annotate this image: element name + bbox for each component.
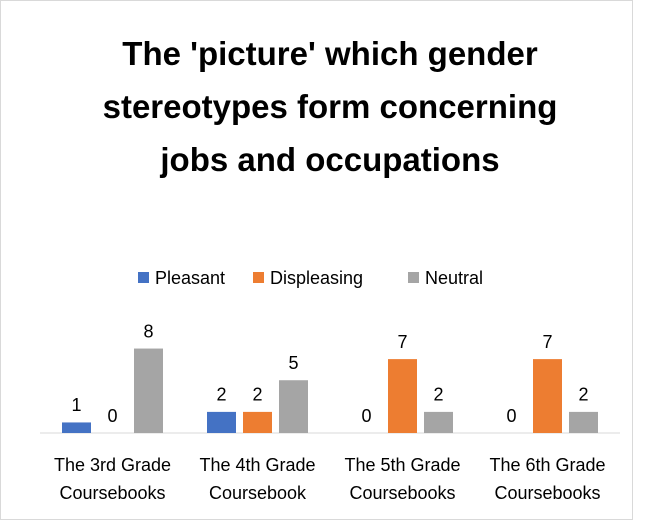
legend-swatch — [138, 272, 149, 283]
bar — [569, 411, 598, 433]
data-label: 0 — [361, 406, 371, 426]
legend-swatch — [408, 272, 419, 283]
bar — [424, 411, 453, 433]
legend-label: Pleasant — [155, 268, 225, 288]
data-label: 5 — [288, 353, 298, 373]
data-label: 7 — [397, 332, 407, 352]
data-label: 2 — [252, 385, 262, 405]
data-label: 2 — [578, 385, 588, 405]
chart-border — [0, 0, 633, 520]
bar — [134, 348, 163, 433]
legend-label: Displeasing — [270, 268, 363, 288]
legend-swatch — [253, 272, 264, 283]
x-tick-label: The 5th Grade Coursebooks — [344, 455, 460, 503]
bar — [388, 359, 417, 433]
bar — [279, 380, 308, 433]
chart-title: The 'picture' which gender stereotypes fo… — [103, 35, 558, 178]
bar — [533, 359, 562, 433]
data-label: 1 — [71, 395, 81, 415]
data-label: 2 — [433, 385, 443, 405]
legend-label: Neutral — [425, 268, 483, 288]
bar — [62, 422, 91, 433]
data-label: 8 — [143, 321, 153, 341]
x-tick-label: The 3rd Grade Coursebooks — [54, 455, 171, 503]
data-label: 2 — [216, 385, 226, 405]
data-label: 0 — [107, 406, 117, 426]
data-label: 7 — [542, 332, 552, 352]
x-tick-label: The 6th Grade Coursebooks — [489, 455, 605, 503]
bar — [243, 411, 272, 433]
x-tick-label: The 4th Grade Coursebook — [199, 455, 315, 503]
bar — [207, 411, 236, 433]
data-label: 0 — [506, 406, 516, 426]
